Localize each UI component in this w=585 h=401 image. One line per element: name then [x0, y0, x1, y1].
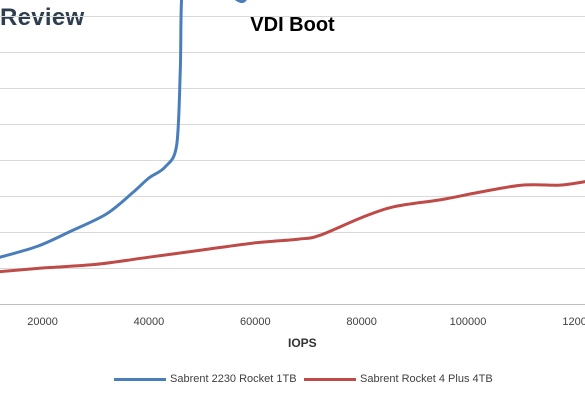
gridlines: [0, 16, 585, 305]
legend-swatch-blue: [114, 377, 166, 381]
x-tick-label: 100000: [450, 316, 487, 328]
legend-item-sabrent-2230: Sabrent 2230 Rocket 1TB: [114, 373, 297, 385]
chart-title: VDI Boot: [250, 14, 335, 36]
series-line-1: [0, 0, 247, 259]
x-tick-label: 12000: [562, 316, 585, 328]
legend-swatch-red: [304, 377, 356, 381]
x-tick-label: 80000: [346, 316, 377, 328]
series-lines: [0, 0, 585, 274]
x-axis-title: IOPS: [288, 336, 317, 350]
x-tick-labels: 20000 40000 60000 80000 100000 12000: [27, 316, 585, 328]
x-tick-label: 60000: [240, 316, 271, 328]
chart-legend: Sabrent 2230 Rocket 1TB Sabrent Rocket 4…: [0, 373, 585, 389]
legend-label-series-2: Sabrent Rocket 4 Plus 4TB: [360, 373, 493, 385]
brand-logo-text: Review: [0, 4, 85, 31]
legend-item-sabrent-rocket-4-plus: Sabrent Rocket 4 Plus 4TB: [304, 373, 493, 385]
x-tick-label: 40000: [134, 316, 165, 328]
legend-label-series-1: Sabrent 2230 Rocket 1TB: [170, 373, 297, 385]
series-line-2: [0, 180, 585, 274]
x-tick-label: 20000: [27, 316, 58, 328]
